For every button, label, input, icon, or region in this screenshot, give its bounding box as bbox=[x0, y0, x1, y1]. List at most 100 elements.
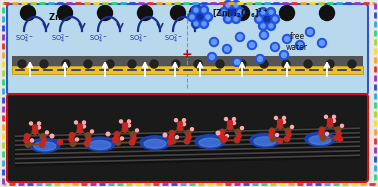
Circle shape bbox=[190, 15, 194, 19]
Circle shape bbox=[327, 122, 333, 128]
Circle shape bbox=[277, 139, 282, 143]
Circle shape bbox=[178, 126, 182, 130]
Circle shape bbox=[291, 125, 293, 128]
Circle shape bbox=[319, 127, 325, 133]
Circle shape bbox=[260, 60, 268, 68]
Ellipse shape bbox=[140, 136, 170, 150]
Circle shape bbox=[33, 129, 37, 134]
Circle shape bbox=[206, 15, 210, 19]
Circle shape bbox=[70, 133, 74, 137]
Circle shape bbox=[231, 14, 240, 23]
Circle shape bbox=[90, 130, 93, 133]
Circle shape bbox=[192, 19, 200, 28]
Circle shape bbox=[202, 22, 206, 26]
Circle shape bbox=[264, 16, 270, 22]
Circle shape bbox=[226, 3, 230, 7]
Circle shape bbox=[262, 33, 266, 38]
Circle shape bbox=[209, 54, 214, 59]
Circle shape bbox=[183, 123, 186, 126]
Circle shape bbox=[307, 30, 313, 34]
Circle shape bbox=[115, 140, 121, 145]
Circle shape bbox=[130, 132, 136, 137]
Circle shape bbox=[282, 60, 290, 68]
Circle shape bbox=[319, 41, 324, 45]
Circle shape bbox=[175, 119, 178, 122]
Circle shape bbox=[39, 142, 45, 147]
Circle shape bbox=[287, 133, 291, 137]
Circle shape bbox=[269, 24, 273, 28]
Circle shape bbox=[257, 56, 262, 62]
Circle shape bbox=[234, 59, 240, 65]
Ellipse shape bbox=[305, 132, 335, 146]
Text: $\mathbf{Zn^{2+}}$: $\mathbf{Zn^{2+}}$ bbox=[48, 11, 72, 23]
Text: $\mathregular{SO_4^{2-}}$: $\mathregular{SO_4^{2-}}$ bbox=[129, 32, 147, 46]
Circle shape bbox=[119, 120, 122, 123]
Circle shape bbox=[128, 60, 136, 68]
Circle shape bbox=[185, 139, 189, 143]
Circle shape bbox=[235, 7, 245, 16]
Circle shape bbox=[85, 133, 91, 138]
Circle shape bbox=[220, 137, 226, 143]
Circle shape bbox=[282, 34, 291, 44]
Circle shape bbox=[226, 134, 228, 138]
Circle shape bbox=[187, 13, 197, 22]
Circle shape bbox=[235, 129, 241, 135]
Text: +: + bbox=[182, 47, 192, 61]
Text: $\mathregular{SO_4^{2-}}$: $\mathregular{SO_4^{2-}}$ bbox=[51, 32, 70, 46]
Circle shape bbox=[222, 10, 226, 14]
Circle shape bbox=[259, 22, 268, 30]
Circle shape bbox=[338, 137, 342, 142]
Circle shape bbox=[240, 127, 243, 130]
Circle shape bbox=[200, 19, 209, 28]
Circle shape bbox=[223, 1, 232, 10]
Circle shape bbox=[209, 38, 218, 47]
Circle shape bbox=[305, 27, 314, 36]
Circle shape bbox=[269, 128, 275, 134]
Circle shape bbox=[219, 134, 223, 138]
Circle shape bbox=[212, 39, 217, 45]
Circle shape bbox=[40, 134, 46, 139]
Circle shape bbox=[270, 129, 274, 133]
Circle shape bbox=[178, 122, 183, 127]
Circle shape bbox=[348, 60, 356, 68]
Circle shape bbox=[114, 136, 118, 141]
Circle shape bbox=[273, 45, 277, 50]
Circle shape bbox=[77, 124, 82, 129]
Circle shape bbox=[37, 122, 40, 125]
Circle shape bbox=[326, 60, 334, 68]
Ellipse shape bbox=[34, 142, 56, 151]
Circle shape bbox=[106, 60, 114, 68]
Circle shape bbox=[187, 135, 191, 139]
Circle shape bbox=[327, 118, 333, 123]
Circle shape bbox=[231, 1, 240, 10]
Circle shape bbox=[84, 141, 90, 146]
Circle shape bbox=[175, 136, 178, 139]
Circle shape bbox=[62, 60, 70, 68]
Ellipse shape bbox=[195, 134, 225, 148]
Ellipse shape bbox=[89, 140, 111, 149]
Circle shape bbox=[234, 5, 249, 21]
Circle shape bbox=[138, 5, 152, 21]
Circle shape bbox=[271, 15, 279, 24]
Ellipse shape bbox=[30, 138, 60, 152]
Circle shape bbox=[235, 138, 239, 142]
Circle shape bbox=[169, 130, 175, 136]
Circle shape bbox=[87, 137, 91, 142]
Circle shape bbox=[177, 125, 183, 131]
Circle shape bbox=[130, 140, 134, 144]
Circle shape bbox=[319, 5, 335, 21]
Circle shape bbox=[69, 137, 73, 142]
FancyBboxPatch shape bbox=[7, 94, 368, 182]
Circle shape bbox=[276, 133, 279, 136]
Circle shape bbox=[82, 121, 85, 124]
Circle shape bbox=[285, 36, 290, 42]
Circle shape bbox=[84, 60, 92, 68]
Circle shape bbox=[31, 139, 34, 142]
Circle shape bbox=[127, 120, 130, 123]
Circle shape bbox=[232, 118, 235, 121]
Text: $\mathregular{SO_4^{2-}}$: $\mathregular{SO_4^{2-}}$ bbox=[164, 32, 182, 46]
Circle shape bbox=[223, 137, 228, 142]
Circle shape bbox=[237, 34, 243, 39]
Circle shape bbox=[40, 60, 48, 68]
Circle shape bbox=[232, 57, 242, 67]
